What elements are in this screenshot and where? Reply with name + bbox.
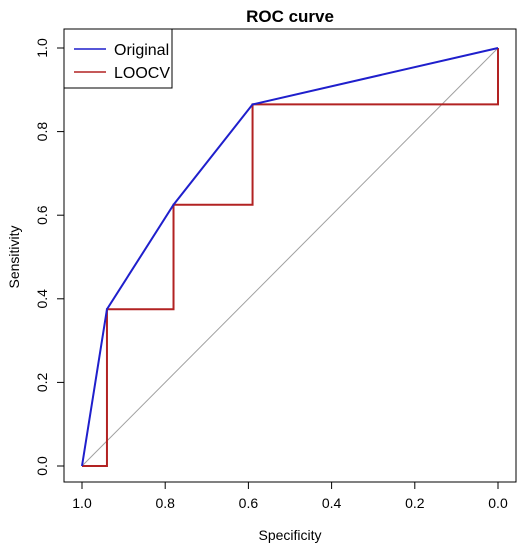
plot-frame [63, 28, 517, 483]
plot-area: 1.0 0.8 0.6 0.4 0.2 0.0 0.0 0.2 0.4 0.6 0.8 1.0 Orig… [34, 28, 517, 511]
y-tick-label: 0.6 [34, 205, 50, 225]
legend-label-loocv: LOOCV [114, 65, 170, 82]
legend-box [63, 28, 173, 89]
chart-title: ROC curve [246, 7, 334, 26]
series-line-original [81, 47, 499, 467]
y-axis-label: Sensitivity [6, 225, 22, 288]
x-tick-label: 0.8 [155, 495, 175, 511]
x-tick-label: 0.6 [239, 495, 259, 511]
y-tick-label: 0.4 [34, 289, 50, 309]
reference-diagonal-line [81, 47, 499, 467]
y-tick-label: 0.2 [34, 372, 50, 392]
y-tick-label: 0.8 [34, 122, 50, 142]
x-axis-label: Specificity [258, 527, 321, 543]
y-tick-label: 1.0 [34, 38, 50, 58]
y-tick-label: 0.0 [34, 456, 50, 476]
x-tick-label: 0.2 [405, 495, 425, 511]
x-tick-label: 1.0 [72, 495, 92, 511]
x-tick-label: 0.0 [488, 495, 508, 511]
x-tick-label: 0.4 [322, 495, 342, 511]
legend-label-original: Original [114, 42, 169, 59]
